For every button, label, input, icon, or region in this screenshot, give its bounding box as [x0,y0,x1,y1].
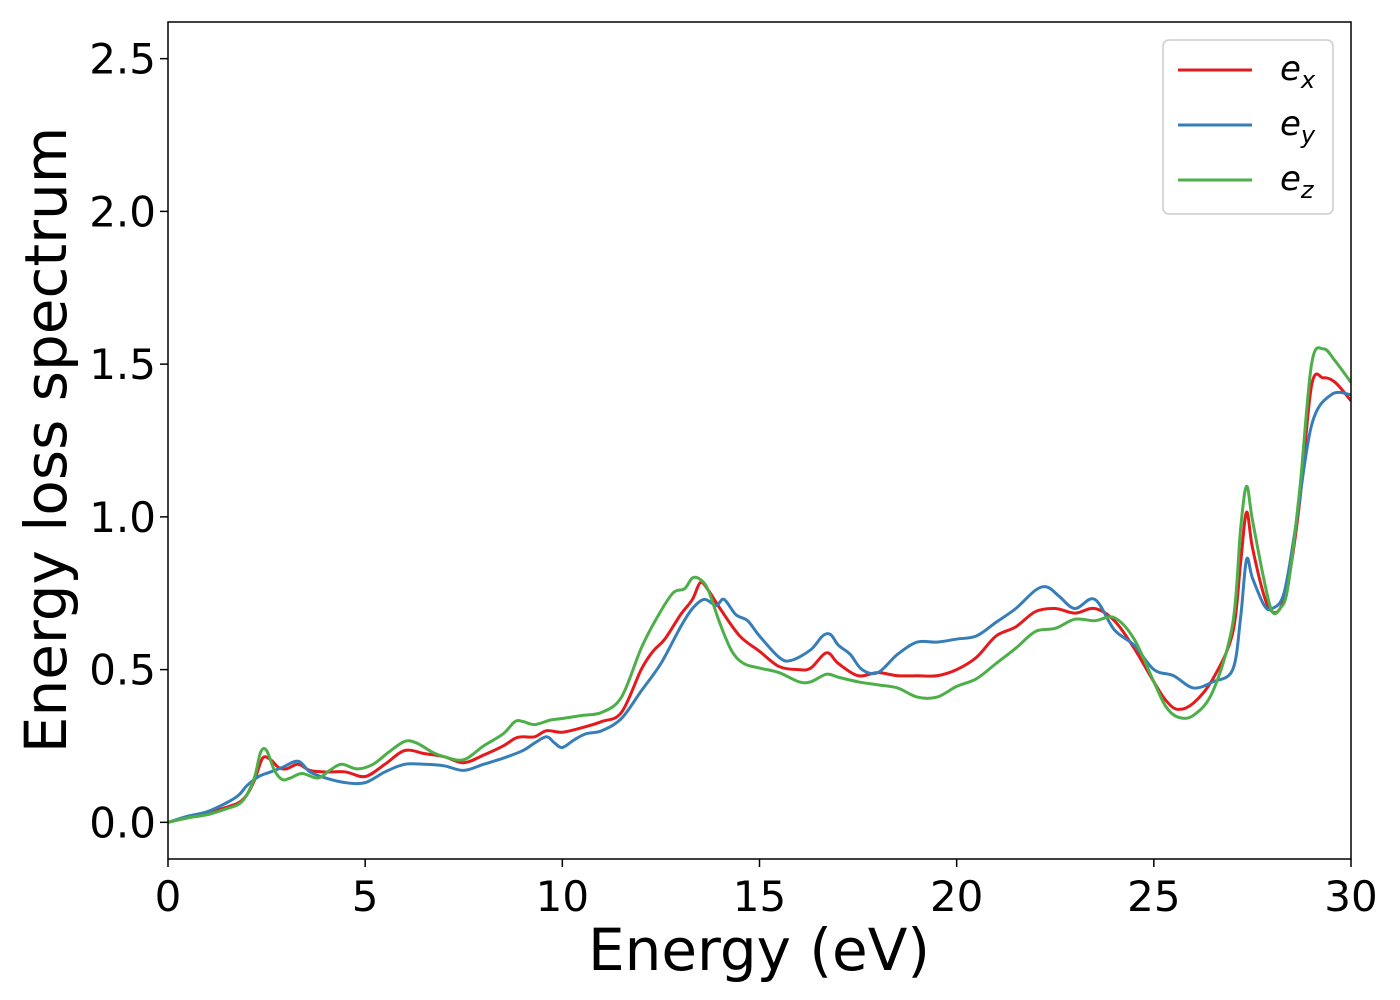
y-tick-label: 0.5 [89,646,156,695]
legend-label-e-z: ez [1280,159,1315,204]
x-tick-label: 20 [930,872,983,921]
x-tick-label: 0 [155,872,182,921]
x-tick-label: 5 [352,872,379,921]
series-line-e-y [168,390,1351,824]
y-axis-title: Energy loss spectrum [12,127,80,753]
series-layer [168,346,1351,824]
y-tick-label: 1.5 [89,340,156,389]
x-tick-label: 25 [1127,872,1180,921]
x-axis-title: Energy (eV) [588,916,930,984]
tick-layer: 0 5 10 15 20 25 30 0.0 0.5 1.0 1.5 2.0 2.5 [89,35,1378,921]
y-tick-label: 2.0 [89,187,156,236]
x-tick-label: 15 [733,872,786,921]
x-tick-label: 10 [536,872,589,921]
legend-frame [1162,39,1334,215]
series-line-e-z [168,346,1351,824]
series-line-e-x [168,372,1351,824]
y-tick-label: 0.0 [89,798,156,847]
y-tick-label: 1.0 [89,493,156,542]
x-tick-label: 30 [1324,872,1377,921]
y-tick-label: 2.5 [89,35,156,84]
